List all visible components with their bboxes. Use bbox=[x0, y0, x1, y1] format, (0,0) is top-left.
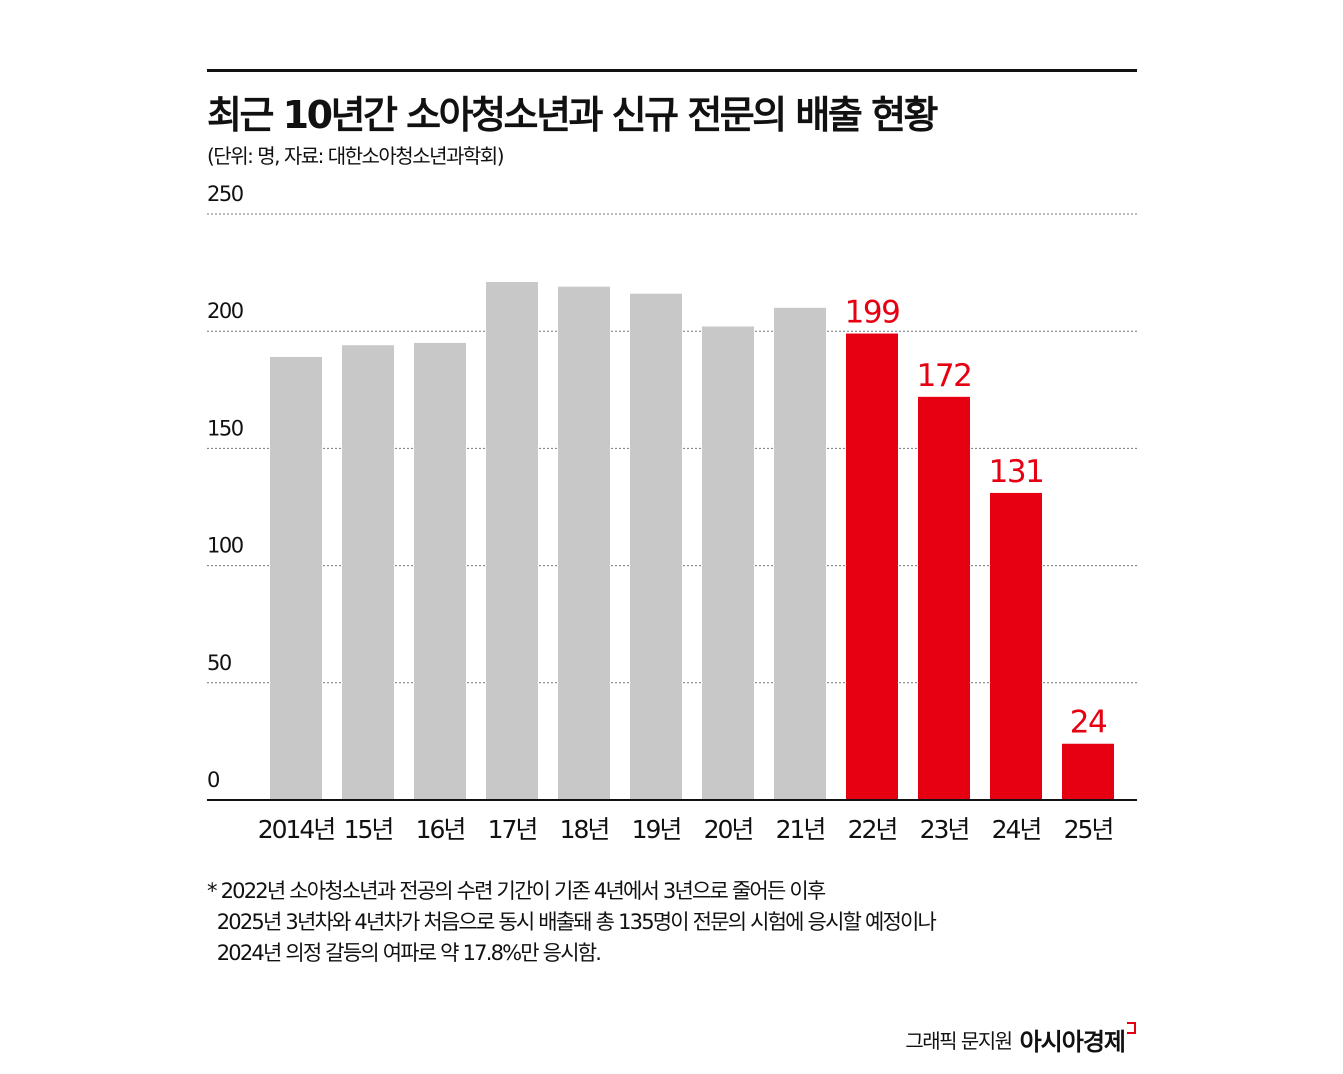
logo-mark-icon bbox=[1127, 1022, 1136, 1034]
footnote-line: * 2022년 소아청소년과 전공의 수련 기간이 기존 4년에서 3년으로 줄… bbox=[207, 879, 826, 903]
x-tick-label: 18년 bbox=[560, 815, 609, 844]
bar bbox=[558, 286, 610, 800]
top-rule bbox=[207, 69, 1137, 72]
bar bbox=[1062, 743, 1114, 800]
y-tick-label: 200 bbox=[207, 299, 243, 323]
x-tick-label: 21년 bbox=[776, 815, 825, 844]
x-tick-label: 22년 bbox=[848, 815, 897, 844]
bar bbox=[486, 281, 538, 800]
data-label: 24 bbox=[1070, 705, 1106, 741]
bar bbox=[414, 342, 466, 800]
x-tick-label: 20년 bbox=[704, 815, 753, 844]
y-tick-label: 0 bbox=[207, 768, 219, 792]
y-tick-label: 150 bbox=[207, 416, 243, 440]
publisher-logo: 아시아경제 bbox=[1020, 1022, 1136, 1057]
bar bbox=[630, 293, 682, 800]
bar bbox=[702, 326, 754, 800]
footnote-line: 2024년 의정 갈등의 여파로 약 17.8%만 응시함. bbox=[207, 941, 602, 965]
chart-title: 최근 10년간 소아청소년과 신규 전문의 배출 현황 bbox=[207, 93, 939, 137]
footnote-line: 2025년 3년차와 4년차가 처음으로 동시 배출돼 총 135명이 전문의 … bbox=[207, 910, 937, 934]
x-tick-label: 23년 bbox=[920, 815, 969, 844]
credit: 그래픽 문지원 아시아경제 bbox=[905, 1022, 1136, 1057]
y-tick-label: 100 bbox=[207, 534, 243, 558]
y-tick-label: 250 bbox=[207, 182, 243, 206]
x-tick-label: 25년 bbox=[1064, 815, 1113, 844]
x-tick-label: 19년 bbox=[632, 815, 681, 844]
x-tick-label: 15년 bbox=[344, 815, 393, 844]
y-tick-label: 50 bbox=[207, 651, 231, 675]
chart-subtitle: (단위: 명, 자료: 대한소아청소년과학회) bbox=[207, 144, 505, 168]
data-label: 131 bbox=[989, 454, 1044, 490]
data-label: 199 bbox=[845, 295, 900, 331]
x-tick-label: 16년 bbox=[416, 815, 465, 844]
credit-text: 그래픽 문지원 bbox=[905, 1029, 1013, 1053]
bar bbox=[774, 307, 826, 800]
data-label: 172 bbox=[917, 358, 972, 394]
x-tick-label: 2014년 bbox=[258, 815, 335, 844]
x-tick-label: 17년 bbox=[488, 815, 537, 844]
bar bbox=[342, 345, 394, 800]
footnote: * 2022년 소아청소년과 전공의 수련 기간이 기존 4년에서 3년으로 줄… bbox=[207, 876, 937, 969]
bar bbox=[918, 396, 970, 800]
bar bbox=[846, 333, 898, 800]
x-tick-label: 24년 bbox=[992, 815, 1041, 844]
bar bbox=[990, 492, 1042, 800]
bar bbox=[270, 356, 322, 800]
